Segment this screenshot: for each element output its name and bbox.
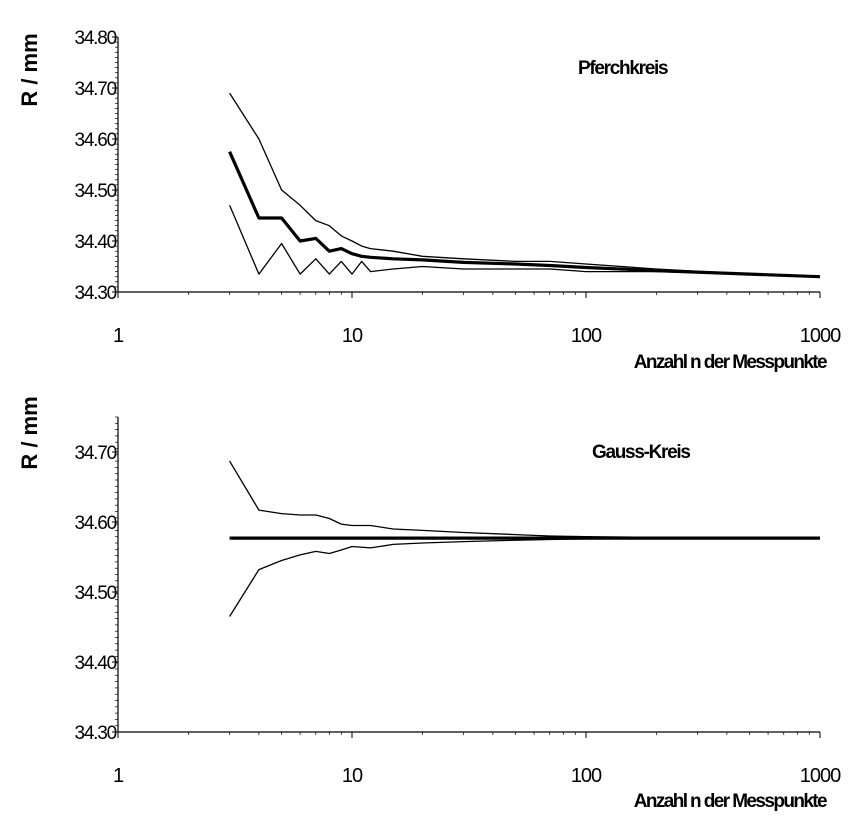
x-tick-label: 10 [342, 765, 363, 787]
chart-title: Gauss-Kreis [592, 442, 690, 463]
series-group [229, 460, 821, 617]
x-tick-label: 10 [342, 325, 363, 347]
axes [112, 416, 821, 738]
y-tick-label: 34.50 [74, 181, 116, 202]
series-lower-line [229, 205, 821, 278]
labels: 34.30 34.40 34.50 34.60 34.70 34.80 1 10 100 1000 [74, 28, 842, 347]
x-tick-label: 1000 [800, 765, 841, 787]
x-tick-label: 1 [113, 325, 124, 347]
series-upper-line [229, 92, 821, 278]
series-lower-line [229, 537, 820, 617]
y-tick-label: 34.30 [74, 723, 116, 744]
chart-pferchkreis: 34.30 34.40 34.50 34.60 34.70 34.80 1 10 100 1000… [17, 28, 842, 373]
x-tick-label: 1000 [800, 325, 841, 347]
chart-gauss-kreis: 34.30 34.40 34.50 34.60 34.70 1 10 100 1000 Gaus… [17, 396, 842, 812]
y-axis-label: R / mm [17, 33, 42, 106]
series-group [228, 92, 821, 279]
y-tick-label: 34.60 [74, 130, 116, 151]
chart-title: Pferchkreis [578, 58, 668, 79]
y-tick-label: 34.40 [74, 653, 116, 674]
y-tick-label: 34.70 [74, 79, 116, 100]
y-tick-label: 34.40 [74, 232, 116, 253]
x-tick-label: 100 [571, 325, 602, 347]
y-tick-label: 34.60 [74, 513, 116, 534]
y-tick-label: 34.80 [74, 28, 116, 49]
x-axis-label: Anzahl n der Messpunkte [634, 791, 827, 812]
y-tick-label: 34.50 [74, 583, 116, 604]
series-mean-line [228, 151, 821, 279]
x-tick-label: 1 [113, 765, 124, 787]
series-upper-line [229, 460, 821, 539]
y-axis-label: R / mm [17, 396, 42, 469]
axes [112, 36, 821, 298]
labels: 34.30 34.40 34.50 34.60 34.70 1 10 100 1000 [74, 443, 842, 787]
y-tick-label: 34.70 [74, 443, 116, 464]
x-tick-label: 100 [571, 765, 602, 787]
y-tick-label: 34.30 [74, 283, 116, 304]
x-axis-label: Anzahl n der Messpunkte [634, 352, 827, 373]
